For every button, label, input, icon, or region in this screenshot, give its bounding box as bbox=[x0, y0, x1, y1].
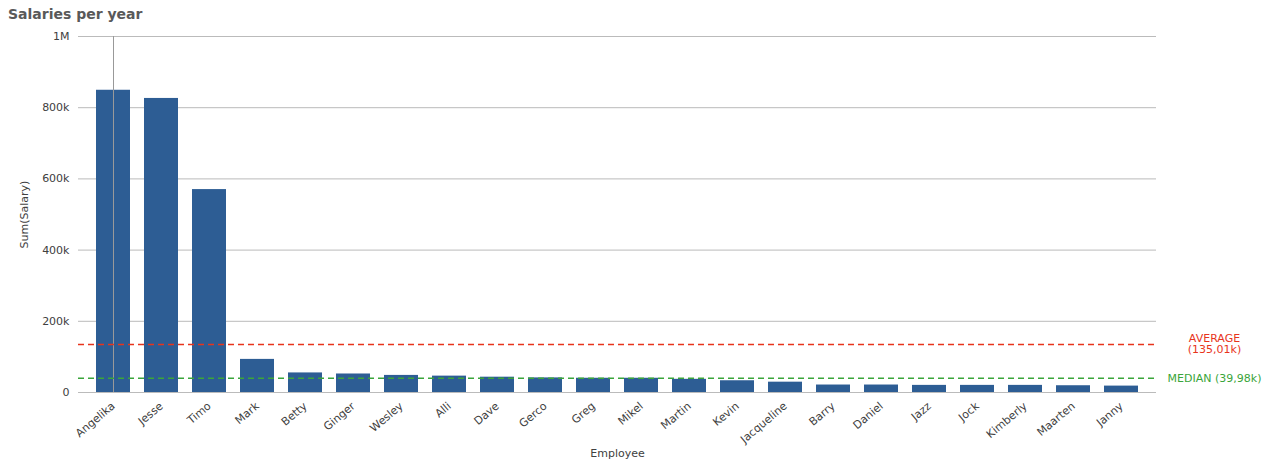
svg-text:Timo: Timo bbox=[184, 399, 214, 427]
svg-text:Barry: Barry bbox=[807, 399, 838, 428]
svg-text:1M: 1M bbox=[53, 30, 70, 43]
svg-text:Mark: Mark bbox=[233, 399, 263, 427]
svg-text:Alli: Alli bbox=[433, 400, 454, 421]
svg-text:Employee: Employee bbox=[590, 447, 645, 460]
svg-text:Betty: Betty bbox=[279, 399, 310, 428]
svg-text:Gerco: Gerco bbox=[517, 399, 550, 430]
svg-text:Mikel: Mikel bbox=[616, 400, 646, 428]
svg-text:Greg: Greg bbox=[569, 400, 598, 427]
svg-text:800k: 800k bbox=[42, 101, 70, 114]
svg-text:Wesley: Wesley bbox=[367, 399, 406, 434]
svg-text:Jesse: Jesse bbox=[135, 399, 166, 428]
svg-text:Dave: Dave bbox=[472, 399, 502, 427]
svg-text:Martin: Martin bbox=[658, 400, 693, 433]
svg-text:Jazz: Jazz bbox=[908, 399, 934, 424]
svg-text:Sum(Salary): Sum(Salary) bbox=[18, 181, 31, 249]
svg-text:Ginger: Ginger bbox=[321, 399, 358, 433]
svg-text:MEDIAN (39,98k): MEDIAN (39,98k) bbox=[1168, 372, 1262, 385]
svg-text:400k: 400k bbox=[42, 244, 70, 257]
svg-text:Kimberly: Kimberly bbox=[984, 399, 1030, 441]
svg-text:AVERAGE(135,01k): AVERAGE(135,01k) bbox=[1188, 332, 1241, 356]
html-text:Salaries per year: Salaries per year bbox=[8, 6, 143, 22]
svg-text:Jock: Jock bbox=[955, 399, 982, 424]
svg-text:200k: 200k bbox=[42, 315, 70, 328]
svg-text:Jacqueline: Jacqueline bbox=[737, 399, 790, 446]
svg-text:0: 0 bbox=[63, 386, 70, 399]
svg-text:Kevin: Kevin bbox=[710, 400, 741, 429]
svg-text:Janny: Janny bbox=[1093, 399, 1126, 429]
svg-text:Maarten: Maarten bbox=[1034, 400, 1077, 439]
svg-text:Daniel: Daniel bbox=[850, 400, 885, 432]
svg-text:600k: 600k bbox=[42, 172, 70, 185]
svg-text:Angelika: Angelika bbox=[73, 400, 118, 440]
